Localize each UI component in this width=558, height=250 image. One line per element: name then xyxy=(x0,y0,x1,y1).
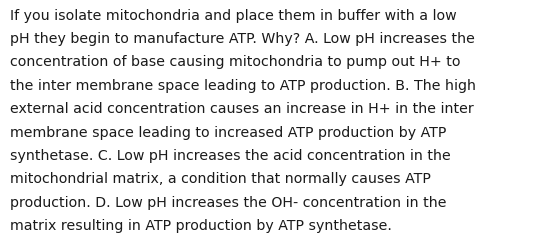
Text: mitochondrial matrix, a condition that normally causes ATP: mitochondrial matrix, a condition that n… xyxy=(10,172,431,185)
Text: external acid concentration causes an increase in H+ in the inter: external acid concentration causes an in… xyxy=(10,102,474,116)
Text: the inter membrane space leading to ATP production. B. The high: the inter membrane space leading to ATP … xyxy=(10,78,476,92)
Text: pH they begin to manufacture ATP. Why? A. Low pH increases the: pH they begin to manufacture ATP. Why? A… xyxy=(10,32,475,46)
Text: If you isolate mitochondria and place them in buffer with a low: If you isolate mitochondria and place th… xyxy=(10,9,456,23)
Text: concentration of base causing mitochondria to pump out H+ to: concentration of base causing mitochondr… xyxy=(10,55,460,69)
Text: membrane space leading to increased ATP production by ATP: membrane space leading to increased ATP … xyxy=(10,125,446,139)
Text: production. D. Low pH increases the OH- concentration in the: production. D. Low pH increases the OH- … xyxy=(10,195,446,209)
Text: synthetase. C. Low pH increases the acid concentration in the: synthetase. C. Low pH increases the acid… xyxy=(10,148,451,162)
Text: matrix resulting in ATP production by ATP synthetase.: matrix resulting in ATP production by AT… xyxy=(10,218,392,232)
